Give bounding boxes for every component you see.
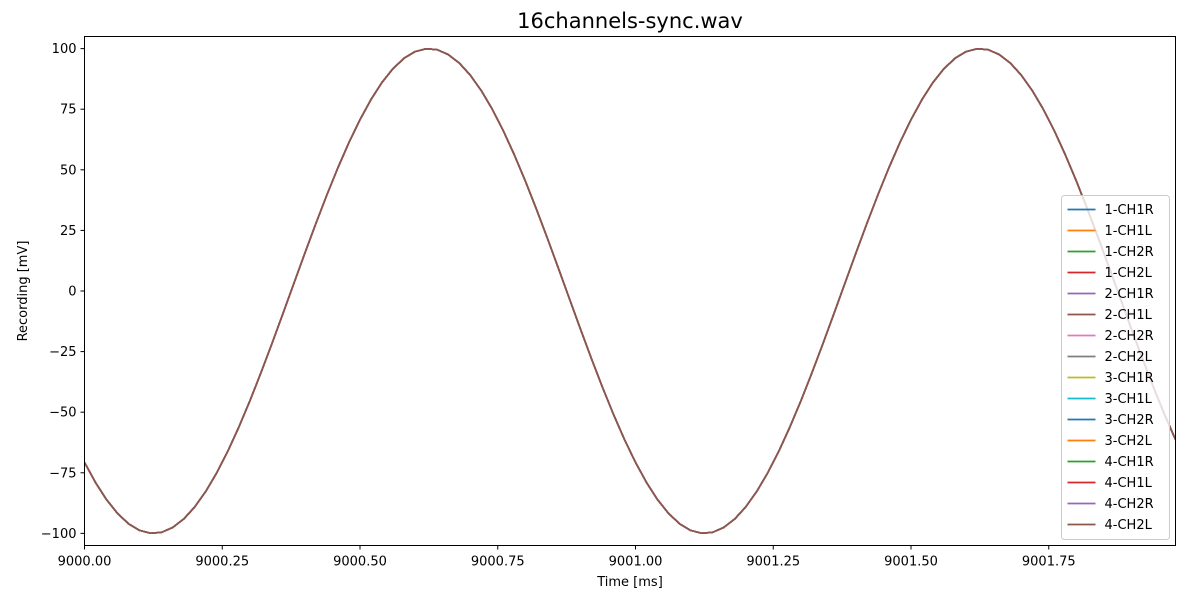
legend: 1-CH1R 1-CH1L 1-CH2R 1-CH2L 2-CH1R 2-CH1L 2-CH… <box>1061 195 1170 540</box>
series-layer <box>84 47 1176 535</box>
series-line-1-ch2l <box>84 47 1176 535</box>
series-line-4-ch1l <box>84 47 1176 535</box>
series-line-3-ch1r <box>84 47 1176 535</box>
y-tick-label: −25 <box>49 345 76 360</box>
x-tick-label: 9000.75 <box>471 555 525 570</box>
series-line-1-ch1l <box>84 47 1176 535</box>
chart-title: 16channels-sync.wav <box>517 9 743 33</box>
y-tick-label: 0 <box>68 285 76 300</box>
legend-label: 2-CH2L <box>1105 350 1153 365</box>
y-tick-label: 50 <box>60 163 77 178</box>
y-axis: 100 75 50 25 0 −25 −50 −75 −100 <box>41 42 85 542</box>
x-axis: 9000.00 9000.25 9000.50 9000.75 9001.00 9001.… <box>58 545 1076 570</box>
series-line-2-ch1l <box>84 47 1176 535</box>
y-tick-label: −100 <box>41 527 77 542</box>
legend-label: 4-CH1L <box>1105 476 1153 491</box>
y-axis-label: Recording [mV] <box>16 241 31 342</box>
y-tick-label: −75 <box>49 466 76 481</box>
series-line-1-ch1r <box>84 47 1176 535</box>
legend-label: 3-CH2L <box>1105 434 1153 449</box>
series-line-2-ch1r <box>84 47 1176 535</box>
legend-label: 4-CH1R <box>1105 455 1154 470</box>
legend-label: 1-CH1L <box>1105 224 1153 239</box>
legend-label: 1-CH1R <box>1105 203 1154 218</box>
legend-label: 3-CH1R <box>1105 371 1154 386</box>
legend-label: 2-CH1R <box>1105 287 1154 302</box>
x-tick-label: 9000.00 <box>58 555 112 570</box>
legend-label: 3-CH2R <box>1105 413 1154 428</box>
x-tick-label: 9001.25 <box>746 555 800 570</box>
series-line-3-ch2r <box>84 47 1176 535</box>
x-axis-label: Time [ms] <box>596 575 663 590</box>
series-line-4-ch2r <box>84 47 1176 535</box>
series-line-4-ch1r <box>84 47 1176 535</box>
x-tick-label: 9000.25 <box>195 555 249 570</box>
legend-label: 1-CH2R <box>1105 245 1154 260</box>
legend-box <box>1061 195 1170 540</box>
plot-frame <box>84 36 1176 546</box>
series-line-4-ch2l <box>84 47 1176 535</box>
legend-label: 4-CH2L <box>1105 518 1153 533</box>
legend-label: 2-CH2R <box>1105 329 1154 344</box>
x-tick-label: 9001.75 <box>1022 555 1076 570</box>
series-line-3-ch2l <box>84 47 1176 535</box>
legend-label: 1-CH2L <box>1105 266 1153 281</box>
series-line-2-ch2r <box>84 47 1176 535</box>
legend-label: 3-CH1L <box>1105 392 1153 407</box>
series-line-2-ch2l <box>84 47 1176 535</box>
y-tick-label: 100 <box>52 42 77 57</box>
x-tick-label: 9001.00 <box>609 555 663 570</box>
y-tick-label: 75 <box>60 103 77 118</box>
y-tick-label: 25 <box>60 224 77 239</box>
legend-label: 2-CH1L <box>1105 308 1153 323</box>
x-tick-label: 9000.50 <box>333 555 387 570</box>
x-tick-label: 9001.50 <box>884 555 938 570</box>
legend-label: 4-CH2R <box>1105 497 1154 512</box>
y-tick-label: −50 <box>49 406 76 421</box>
series-line-1-ch2r <box>84 47 1176 535</box>
series-line-3-ch1l <box>84 47 1176 535</box>
